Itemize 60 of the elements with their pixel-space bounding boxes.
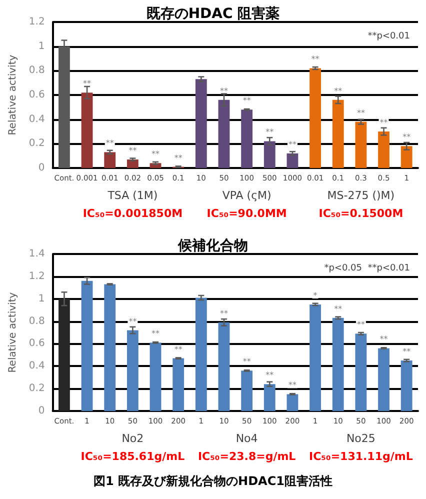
- y-tick-label: 0.4: [28, 360, 45, 372]
- data-label: **: [242, 357, 251, 366]
- chart-title: 候補化合物: [177, 237, 248, 254]
- data-label: **: [334, 86, 342, 96]
- data-label: **: [220, 308, 228, 318]
- text: MS-275 ()M): [327, 189, 395, 202]
- y-tick-label: 0.8: [28, 316, 45, 327]
- y-tick-label: 0.4: [28, 114, 45, 125]
- data-label: **: [174, 153, 182, 162]
- data-label: **: [380, 334, 388, 344]
- y-tick-label: 0.8: [28, 65, 45, 76]
- data-label: **: [242, 96, 251, 106]
- text: IC₅₀=90.0MM: [206, 207, 287, 220]
- y-tick-label: 0.2: [28, 138, 45, 150]
- text: IC₅₀=0.1500M: [318, 207, 404, 220]
- y-axis-title: Relative activity: [8, 54, 18, 136]
- text: VPA (ςM): [222, 189, 272, 202]
- text: TSA (1M): [106, 189, 158, 202]
- y-tick-label: 0: [38, 406, 45, 416]
- y-tick-label: 1.4: [28, 248, 45, 260]
- data-label: **: [152, 329, 160, 338]
- data-label: **: [220, 86, 228, 96]
- data-label: **: [380, 118, 388, 127]
- y-tick-label: 1: [38, 293, 45, 304]
- annotation: **p<0.01: [368, 32, 410, 42]
- data-label: **: [128, 146, 137, 155]
- data-label: **: [266, 128, 274, 137]
- annotation: *p<0.05 **p<0.01: [324, 264, 410, 274]
- data-label: **: [174, 344, 182, 354]
- y-tick-label: 0: [38, 162, 45, 174]
- text: IC₅₀=185.61g/mL: [80, 450, 185, 463]
- data-label: **: [311, 54, 320, 64]
- y-tick-label: 1.2: [28, 270, 45, 282]
- data-label: **: [83, 79, 92, 88]
- text: No2: [122, 432, 144, 445]
- data-label: *: [313, 290, 318, 300]
- data-label: **: [356, 108, 365, 118]
- data-label: **: [288, 380, 296, 390]
- text: No4: [236, 432, 258, 445]
- y-axis-title: Relative activity: [8, 292, 18, 373]
- data-label: **: [356, 320, 365, 330]
- text: IC₅₀=23.8=g/mL: [198, 450, 296, 463]
- data-label: **: [288, 140, 296, 149]
- y-tick-label: 0.2: [28, 383, 45, 394]
- data-label: **: [106, 138, 114, 148]
- data-label: **: [334, 304, 342, 314]
- y-tick-label: 0.6: [28, 90, 45, 100]
- y-tick-label: 0.6: [28, 338, 45, 350]
- data-label: **: [402, 132, 411, 142]
- text: IC₅₀=131.11g/mL: [309, 450, 413, 463]
- data-label: **: [128, 316, 137, 326]
- data-label: **: [152, 150, 160, 159]
- data-label: **: [266, 370, 274, 380]
- chart-title: 既存のHDAC 阻害薬: [146, 5, 280, 22]
- text: No25: [346, 432, 376, 445]
- data-label: **: [402, 347, 411, 356]
- y-tick-label: 1.2: [28, 16, 45, 28]
- y-tick-label: 1: [38, 40, 45, 52]
- caption: 図1 既存及び新規化合物のHDAC1阻害活性: [94, 474, 332, 488]
- text: IC₅₀=0.001850M: [82, 207, 183, 220]
